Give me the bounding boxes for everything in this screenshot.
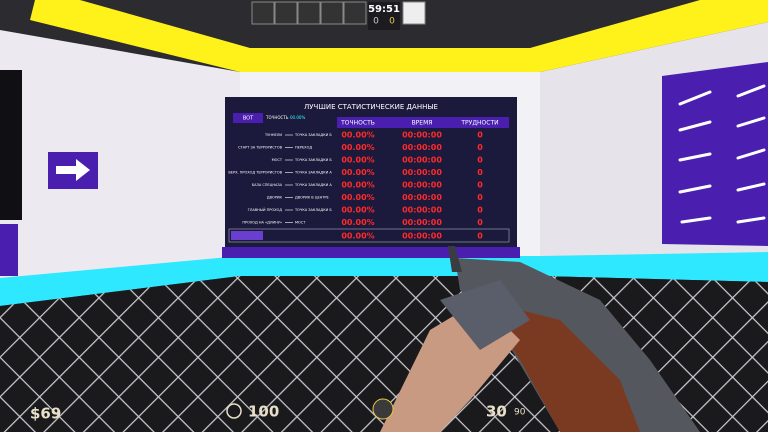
stat-accuracy: 00.00% (341, 168, 374, 177)
route-from: ГЛАВНЫЙ ПРОХОД (248, 207, 283, 212)
column-header: ТОЧНОСТЬ (340, 120, 375, 127)
score-ct: 0 (373, 17, 379, 27)
route-from: БАЗА СПЕЦНАЗА (252, 183, 283, 187)
stat-time: 00:00:00 (402, 218, 442, 227)
route-to: ТОЧКА ЗАКЛАДКИ Б (294, 158, 332, 162)
route-from: ВЕРХ. ПРОХОД ТЕРРОРИСТОВ (228, 171, 282, 175)
hud-top (251, 1, 426, 30)
knife-panel (662, 62, 768, 246)
arrow-icon (56, 159, 90, 181)
stat-accuracy: 00.00% (341, 131, 374, 140)
accuracy: 00.00% (290, 115, 305, 120)
total-box (231, 231, 263, 240)
total-time: 00:00:00 (402, 232, 442, 241)
cyan-light (0, 252, 768, 306)
route-to: ТОЧКА ЗАКЛАДКИ А (294, 171, 332, 175)
stat-time: 00:00:00 (402, 156, 442, 165)
mode: BOT (243, 116, 254, 122)
route-to: ПЕРЕХОД (295, 146, 312, 150)
health: 100 (248, 403, 279, 421)
score-t: 0 (389, 17, 395, 27)
stat-accuracy: 00.00% (341, 181, 374, 190)
bomb-icon (372, 398, 394, 420)
reserve-ammo: 90 (514, 408, 526, 418)
route-from: ТУННЕЛИ (264, 133, 282, 137)
route-from: МОСТ (272, 158, 283, 162)
route-to: ТОЧКА ЗАКЛАДКИ Б (294, 208, 332, 212)
stat-accuracy: 00.00% (341, 206, 374, 215)
route-to: МОСТ (295, 221, 306, 225)
column-header: ВРЕМЯ (412, 120, 433, 127)
left-panel-purple (0, 224, 18, 276)
header-band (337, 117, 509, 128)
route-from: ПРОХОД НА «ДЛИНУ» (242, 221, 282, 225)
stat-time: 00:00:00 (402, 193, 442, 202)
stat-difficulty: 0 (477, 193, 483, 202)
stat-difficulty: 0 (477, 156, 483, 165)
accuracy-label: ТОЧНОСТЬ (265, 115, 289, 120)
stat-accuracy: 00.00% (341, 193, 374, 202)
route-from: ДВОРИК (267, 196, 283, 200)
total-difficulty: 0 (477, 232, 483, 241)
total-frame (228, 228, 510, 243)
stat-difficulty: 0 (477, 218, 483, 227)
board-title: ЛУЧШИЕ СТАТИСТИЧЕСКИЕ ДАННЫЕ (304, 103, 438, 111)
stat-accuracy: 00.00% (341, 143, 374, 152)
stat-difficulty: 0 (477, 131, 483, 140)
left-wall (0, 30, 240, 285)
stat-time: 00:00:00 (402, 206, 442, 215)
knife-icons (678, 84, 766, 224)
stat-difficulty: 0 (477, 181, 483, 190)
route-to: ТОЧКА ЗАКЛАДКИ Б (294, 133, 332, 137)
stat-difficulty: 0 (477, 206, 483, 215)
stat-difficulty: 0 (477, 168, 483, 177)
stat-time: 00:00:00 (402, 143, 442, 152)
stat-difficulty: 0 (477, 143, 483, 152)
ammo: 30 (486, 403, 507, 421)
stat-accuracy: 00.00% (341, 218, 374, 227)
stat-time: 00:00:00 (402, 168, 442, 177)
health-icon (226, 403, 242, 419)
mode-box (233, 113, 263, 123)
left-panel (0, 70, 22, 220)
stat-time: 00:00:00 (402, 131, 442, 140)
total-accuracy: 00.00% (341, 232, 374, 241)
route-to: ДВОРИК В ЦЕНТРЕ (295, 196, 329, 200)
route-from: СТАРТ ЗА ТЕРРОРИСТОВ (238, 146, 282, 150)
column-header: ТРУДНОСТИ (460, 120, 498, 127)
money: $69 (30, 405, 61, 423)
yellow-light (30, 0, 768, 72)
route-to: ТОЧКА ЗАКЛАДКИ А (294, 183, 332, 187)
weapon (380, 246, 700, 432)
board-base (222, 247, 520, 258)
round-timer: 59:51 (368, 4, 400, 15)
stat-time: 00:00:00 (402, 181, 442, 190)
stat-accuracy: 00.00% (341, 156, 374, 165)
